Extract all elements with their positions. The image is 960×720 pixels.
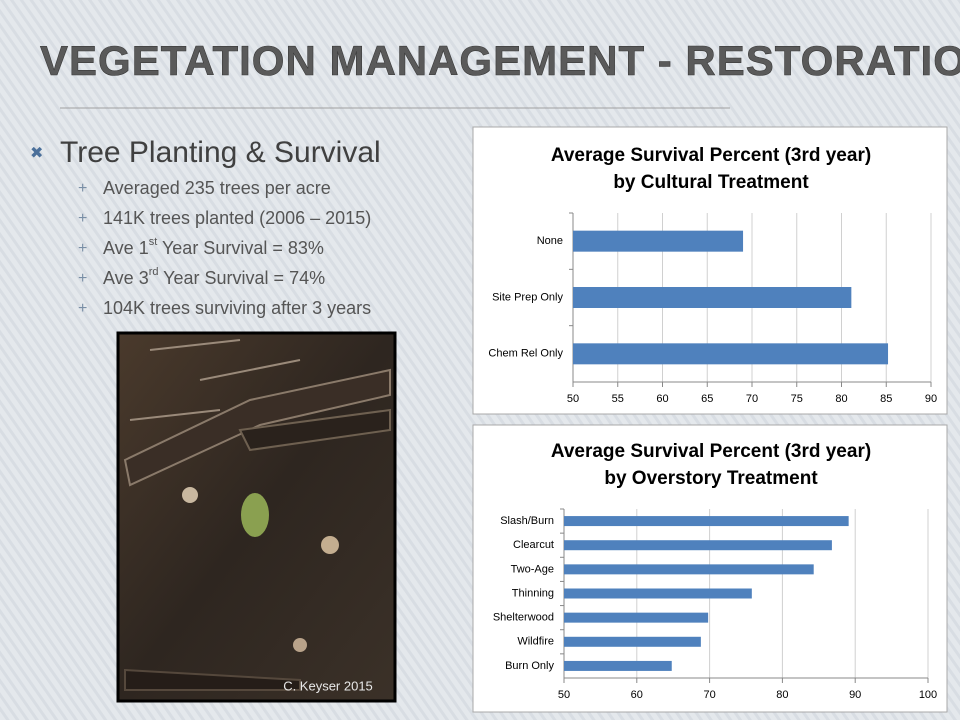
x-tick-label: 50 (558, 689, 570, 701)
bar (564, 588, 752, 599)
x-tick-label: 60 (631, 689, 643, 701)
bar (564, 660, 672, 671)
text-part: Year Survival = 74% (158, 268, 325, 288)
bar (564, 564, 814, 575)
chart-panel (472, 126, 948, 415)
sub-bullet: Ave 1st Year Survival = 83% (103, 236, 324, 258)
y-tick-label: Clearcut (513, 539, 554, 551)
photo-caption: C. Keyser 2015 (283, 678, 373, 693)
text-part: Year Survival = 83% (157, 238, 324, 258)
x-tick-label: 70 (746, 393, 758, 405)
sub-bullet-icon: + (78, 270, 87, 287)
x-tick-label: 100 (919, 689, 937, 701)
text-part: Ave 1 (103, 238, 149, 258)
sub-bullet: 104K trees surviving after 3 years (103, 298, 371, 318)
y-tick-label: Two-Age (511, 563, 554, 575)
x-tick-label: 80 (835, 393, 847, 405)
chart-title: by Cultural Treatment (613, 172, 809, 193)
bar (573, 230, 744, 252)
y-tick-label: Wildfire (517, 636, 554, 648)
bar (564, 516, 849, 527)
text-part: rd (149, 266, 159, 278)
text-part: st (149, 236, 158, 248)
x-tick-label: 60 (656, 393, 668, 405)
main-bullet: Tree Planting & Survival (60, 136, 381, 169)
bullet-icon: ✖ (30, 145, 43, 162)
sub-bullet: Ave 3rd Year Survival = 74% (103, 266, 325, 288)
chart-title: Average Survival Percent (3rd year) (551, 441, 871, 462)
y-tick-label: Slash/Burn (500, 515, 554, 527)
sub-bullet: 141K trees planted (2006 – 2015) (103, 208, 371, 228)
x-tick-label: 55 (612, 393, 624, 405)
x-tick-label: 65 (701, 393, 713, 405)
y-tick-label: Chem Rel Only (488, 348, 563, 360)
bar (573, 287, 852, 308)
chart-title: by Overstory Treatment (604, 468, 818, 489)
bar (564, 612, 709, 623)
sub-bullet-icon: + (78, 300, 87, 317)
y-tick-label: Thinning (512, 587, 554, 599)
sub-bullet-icon: + (78, 240, 87, 257)
text-part: Ave 3 (103, 268, 149, 288)
y-tick-label: Site Prep Only (492, 291, 563, 303)
x-tick-label: 80 (776, 689, 788, 701)
y-tick-label: Burn Only (505, 660, 554, 672)
x-tick-label: 90 (925, 393, 937, 405)
photo: C. Keyser 2015 (116, 331, 397, 703)
chart-title: Average Survival Percent (3rd year) (551, 145, 871, 166)
sub-bullet-icon: + (78, 210, 87, 227)
x-tick-label: 90 (849, 689, 861, 701)
sub-bullet: Averaged 235 trees per acre (103, 178, 331, 198)
bar (573, 343, 889, 365)
x-tick-label: 50 (567, 393, 579, 405)
bar (564, 636, 701, 647)
x-tick-label: 70 (703, 689, 715, 701)
sub-bullets: + Averaged 235 trees per acre + 141K trees … (78, 178, 371, 318)
bar (564, 540, 832, 551)
x-tick-label: 75 (791, 393, 803, 405)
sub-bullet-icon: + (78, 180, 87, 197)
y-tick-label: Shelterwood (493, 612, 554, 624)
y-tick-label: None (537, 235, 563, 247)
slide-title: VEGETATION MANAGEMENT - RESTORATION (40, 37, 960, 84)
x-tick-label: 85 (880, 393, 892, 405)
